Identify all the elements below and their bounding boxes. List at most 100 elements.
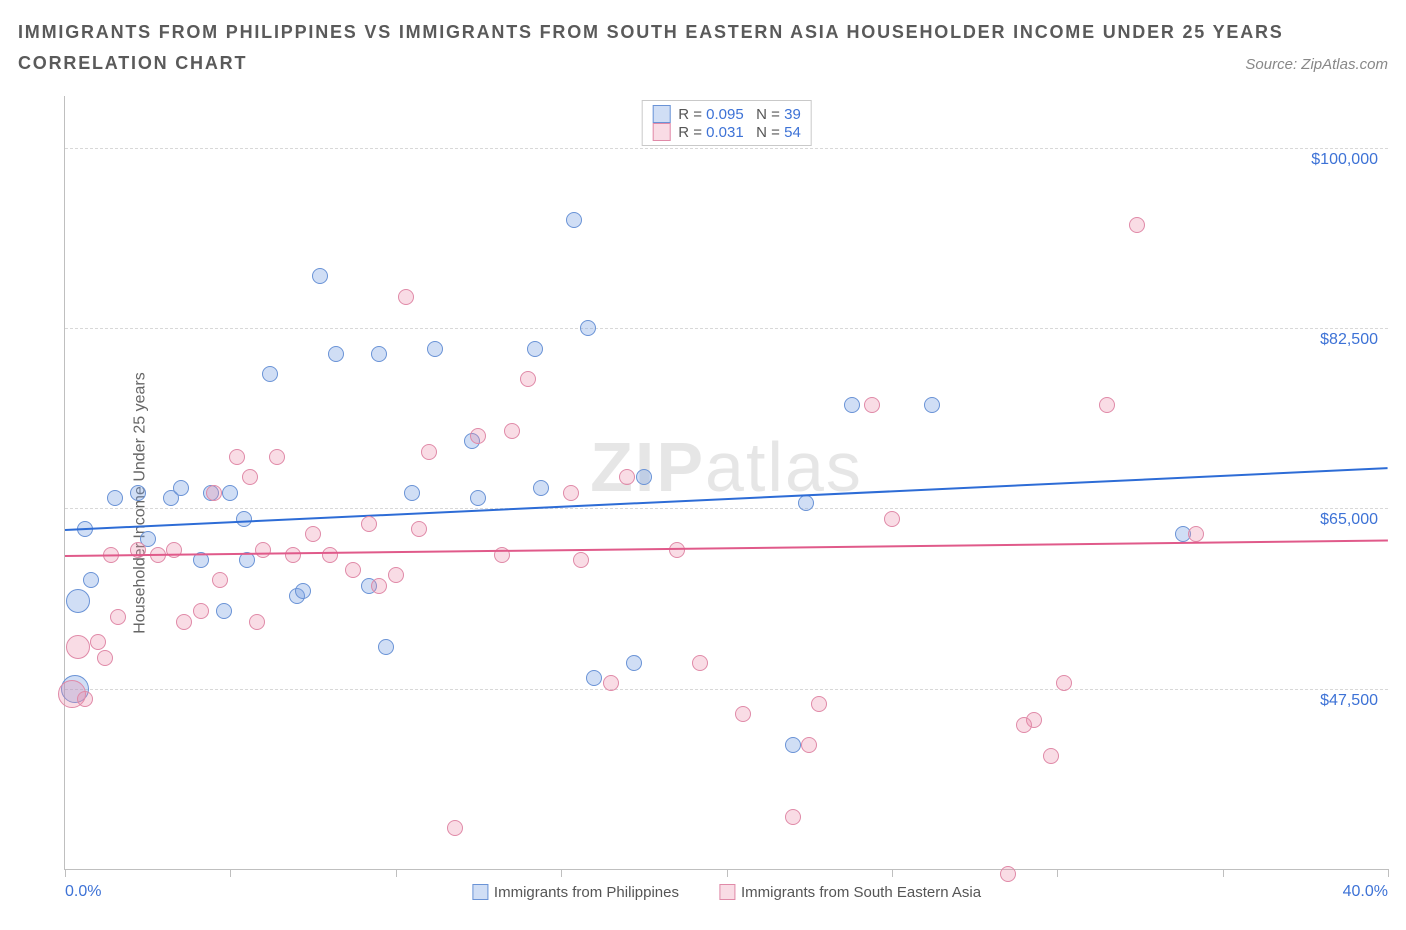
data-point: [90, 634, 106, 650]
data-point: [1056, 675, 1072, 691]
data-point: [619, 469, 635, 485]
data-point: [636, 469, 652, 485]
title-block: IMMIGRANTS FROM PHILIPPINES VS IMMIGRANT…: [0, 0, 1406, 74]
stats-swatch: [652, 105, 670, 123]
data-point: [130, 485, 146, 501]
legend-swatch: [472, 884, 488, 900]
data-point: [378, 639, 394, 655]
data-point: [328, 346, 344, 362]
gridline: [65, 689, 1388, 690]
data-point: [222, 485, 238, 501]
data-point: [295, 583, 311, 599]
data-point: [447, 820, 463, 836]
data-point: [1000, 866, 1016, 882]
data-point: [1099, 397, 1115, 413]
data-point: [563, 485, 579, 501]
gridline: [65, 148, 1388, 149]
data-point: [305, 526, 321, 542]
data-point: [504, 423, 520, 439]
data-point: [206, 485, 222, 501]
data-point: [242, 469, 258, 485]
data-point: [427, 341, 443, 357]
x-tick: [1057, 869, 1058, 877]
data-point: [527, 341, 543, 357]
stats-row: R = 0.031 N = 54: [652, 123, 801, 141]
data-point: [285, 547, 301, 563]
x-tick: [230, 869, 231, 877]
data-point: [1016, 717, 1032, 733]
x-tick: [1223, 869, 1224, 877]
stats-row: R = 0.095 N = 39: [652, 105, 801, 123]
data-point: [255, 542, 271, 558]
legend-label: Immigrants from South Eastern Asia: [741, 884, 981, 901]
data-point: [411, 521, 427, 537]
data-point: [83, 572, 99, 588]
data-point: [520, 371, 536, 387]
x-tick: [396, 869, 397, 877]
data-point: [811, 696, 827, 712]
data-point: [533, 480, 549, 496]
data-point: [864, 397, 880, 413]
data-point: [785, 809, 801, 825]
data-point: [924, 397, 940, 413]
x-tick: [727, 869, 728, 877]
data-point: [107, 490, 123, 506]
x-tick: [892, 869, 893, 877]
data-point: [176, 614, 192, 630]
data-point: [361, 516, 377, 532]
data-point: [345, 562, 361, 578]
data-point: [97, 650, 113, 666]
data-point: [229, 449, 245, 465]
stats-legend: R = 0.095 N = 39R = 0.031 N = 54: [641, 100, 812, 146]
stats-text: R = 0.095 N = 39: [678, 106, 801, 123]
x-max-label: 40.0%: [1343, 883, 1388, 901]
subtitle-row: CORRELATION CHART Source: ZipAtlas.com: [18, 53, 1388, 74]
data-point: [798, 495, 814, 511]
source-name: ZipAtlas.com: [1301, 56, 1388, 73]
chart-subtitle: CORRELATION CHART: [18, 53, 247, 74]
source-prefix: Source:: [1245, 56, 1301, 73]
data-point: [1043, 748, 1059, 764]
data-point: [66, 635, 90, 659]
plot-region: ZIPatlas $47,500$65,000$82,500$100,0000.…: [64, 96, 1388, 870]
legend-item: Immigrants from Philippines: [472, 884, 679, 901]
data-point: [249, 614, 265, 630]
data-point: [110, 609, 126, 625]
gridline: [65, 508, 1388, 509]
chart-area: Householder Income Under 25 years ZIPatl…: [18, 96, 1388, 910]
data-point: [573, 552, 589, 568]
data-point: [77, 691, 93, 707]
data-point: [193, 603, 209, 619]
stats-swatch: [652, 123, 670, 141]
data-point: [470, 428, 486, 444]
data-point: [844, 397, 860, 413]
data-point: [371, 346, 387, 362]
data-point: [566, 212, 582, 228]
data-point: [735, 706, 751, 722]
data-point: [262, 366, 278, 382]
data-point: [580, 320, 596, 336]
data-point: [66, 589, 90, 613]
y-tick-label: $82,500: [1320, 331, 1378, 349]
y-tick-label: $100,000: [1311, 151, 1378, 169]
legend-swatch: [719, 884, 735, 900]
data-point: [626, 655, 642, 671]
data-point: [388, 567, 404, 583]
data-point: [1129, 217, 1145, 233]
data-point: [404, 485, 420, 501]
data-point: [173, 480, 189, 496]
data-point: [1188, 526, 1204, 542]
source-attribution: Source: ZipAtlas.com: [1245, 56, 1388, 73]
data-point: [586, 670, 602, 686]
x-min-label: 0.0%: [65, 883, 101, 901]
data-point: [312, 268, 328, 284]
data-point: [371, 578, 387, 594]
data-point: [236, 511, 252, 527]
stats-text: R = 0.031 N = 54: [678, 124, 801, 141]
data-point: [216, 603, 232, 619]
data-point: [470, 490, 486, 506]
legend-item: Immigrants from South Eastern Asia: [719, 884, 981, 901]
trend-line: [65, 467, 1388, 531]
data-point: [212, 572, 228, 588]
bottom-legend: Immigrants from Philippines Immigrants fr…: [472, 884, 981, 901]
